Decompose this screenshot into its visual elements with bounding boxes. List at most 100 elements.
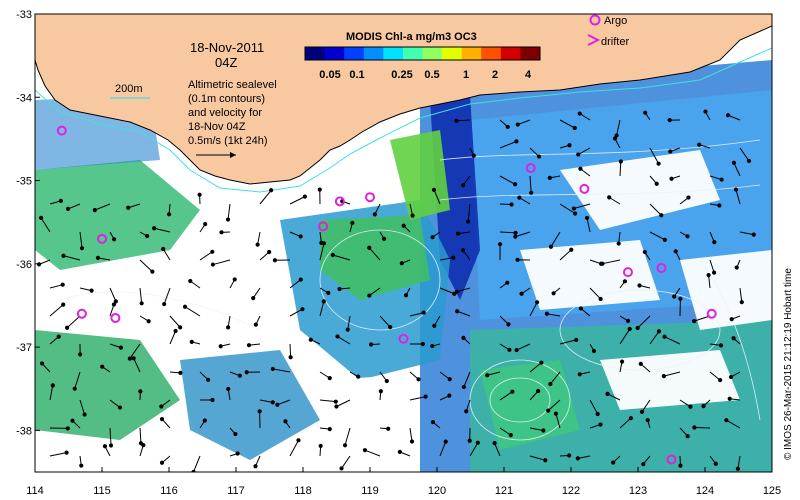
velocity-vector-head	[61, 253, 66, 258]
y-tick-label: -34	[16, 92, 32, 104]
velocity-vector-head	[622, 279, 628, 284]
info-line-3: and velocity for	[188, 107, 262, 119]
velocity-vector-head	[219, 230, 224, 235]
land-mass	[35, 14, 772, 185]
velocity-vector	[79, 399, 86, 415]
argo-float-marker	[656, 262, 667, 273]
velocity-vector-head	[226, 386, 231, 392]
colorbar-swatch	[442, 47, 463, 60]
velocity-vector	[529, 362, 542, 373]
velocity-vector-head	[688, 404, 693, 409]
x-tick-label: 115	[93, 485, 111, 497]
velocity-vector-head	[735, 466, 741, 471]
velocity-vector-head	[685, 234, 690, 239]
velocity-vector-head	[746, 158, 752, 164]
velocity-vector-head	[318, 443, 323, 449]
velocity-vector-head	[210, 262, 216, 267]
velocity-vector	[169, 330, 177, 345]
velocity-vector	[649, 331, 660, 345]
velocity-vector-head	[507, 347, 512, 352]
velocity-vector	[517, 119, 531, 126]
colorbar-tick-label: 0.1	[349, 69, 364, 81]
velocity-vector-head	[576, 152, 581, 157]
velocity-vector-head	[246, 343, 252, 348]
velocity-vector-head	[197, 192, 202, 197]
credit-text: © IMOS 26-Mar-2015 21:12:19 Hobart time	[783, 268, 794, 460]
velocity-vector-head	[611, 460, 616, 465]
velocity-vector-head	[635, 325, 640, 331]
velocity-vector	[499, 231, 516, 234]
velocity-vector	[109, 287, 117, 302]
velocity-vector	[739, 287, 743, 303]
velocity-vector-head	[515, 257, 520, 262]
velocity-vector-head	[92, 208, 97, 213]
velocity-vector-head	[39, 361, 45, 366]
colorbar-frame	[304, 46, 541, 61]
velocity-vector-head	[612, 136, 618, 141]
velocity-vector	[74, 371, 81, 389]
velocity-vector-head	[672, 294, 677, 299]
velocity-vector	[257, 231, 261, 245]
velocity-vector	[608, 196, 621, 205]
velocity-vector-head	[614, 133, 619, 138]
velocity-vector-head	[139, 301, 144, 306]
velocity-vector	[272, 368, 291, 373]
velocity-vector-head	[65, 206, 71, 212]
colorbar-tick-label: 0.25	[391, 69, 412, 81]
velocity-vector-head	[513, 230, 518, 235]
x-tick-label: 118	[294, 485, 312, 497]
velocity-vector-head	[296, 438, 301, 443]
velocity-vector-head	[210, 397, 215, 403]
velocity-vector	[259, 189, 272, 205]
velocity-vector-head	[420, 341, 425, 347]
velocity-vector-head	[539, 360, 544, 365]
velocity-vector-head	[202, 418, 207, 423]
argo-float-marker	[318, 221, 329, 232]
velocity-vector	[169, 315, 181, 328]
velocity-vector	[319, 301, 325, 317]
velocity-vector-head	[335, 334, 340, 339]
y-tick-label: -33	[16, 9, 32, 21]
velocity-vector-head	[718, 377, 723, 383]
velocity-vector-head	[519, 291, 524, 296]
velocity-vector-head	[641, 461, 646, 467]
velocity-vector-head	[233, 431, 238, 437]
velocity-vector	[515, 231, 531, 238]
velocity-vector-head	[471, 153, 476, 158]
velocity-vector	[586, 217, 591, 233]
velocity-vector	[139, 287, 143, 304]
x-tick-label: 120	[428, 485, 446, 497]
velocity-vector-head	[455, 231, 461, 236]
velocity-vector-head	[272, 258, 278, 263]
velocity-vector	[737, 455, 741, 469]
velocity-vector-head	[257, 409, 262, 414]
velocity-vector-head	[150, 269, 155, 274]
info-line-5: 0.5m/s (1kt 24h)	[188, 135, 267, 147]
x-tick-label: 123	[629, 485, 647, 497]
velocity-vector	[439, 287, 455, 295]
velocity-vector-head	[497, 242, 503, 247]
velocity-vector	[708, 275, 711, 289]
velocity-vector	[499, 427, 512, 436]
x-tick-label: 114	[26, 485, 44, 497]
legend: Argo drifter	[587, 14, 629, 48]
velocity-vector	[94, 203, 111, 211]
velocity-vector	[433, 189, 441, 205]
velocity-vector	[66, 315, 81, 329]
ocean-chl-bloom-shelf	[390, 130, 450, 220]
velocity-vector	[133, 358, 141, 373]
velocity-vector-head	[447, 393, 452, 398]
velocity-vector	[368, 247, 381, 261]
velocity-vector-head	[578, 166, 583, 171]
velocity-vector-head	[637, 283, 642, 288]
velocity-vector-head	[255, 242, 260, 247]
velocity-vector	[499, 391, 513, 401]
velocity-vector	[212, 259, 231, 266]
velocity-vector-head	[288, 355, 293, 360]
velocity-vector-head	[739, 300, 744, 305]
velocity-vector-head	[60, 282, 65, 287]
velocity-vector-head	[321, 241, 327, 246]
velocity-vector-head	[451, 255, 456, 260]
velocity-vector-head	[505, 280, 510, 285]
velocity-vector-head	[544, 311, 550, 316]
